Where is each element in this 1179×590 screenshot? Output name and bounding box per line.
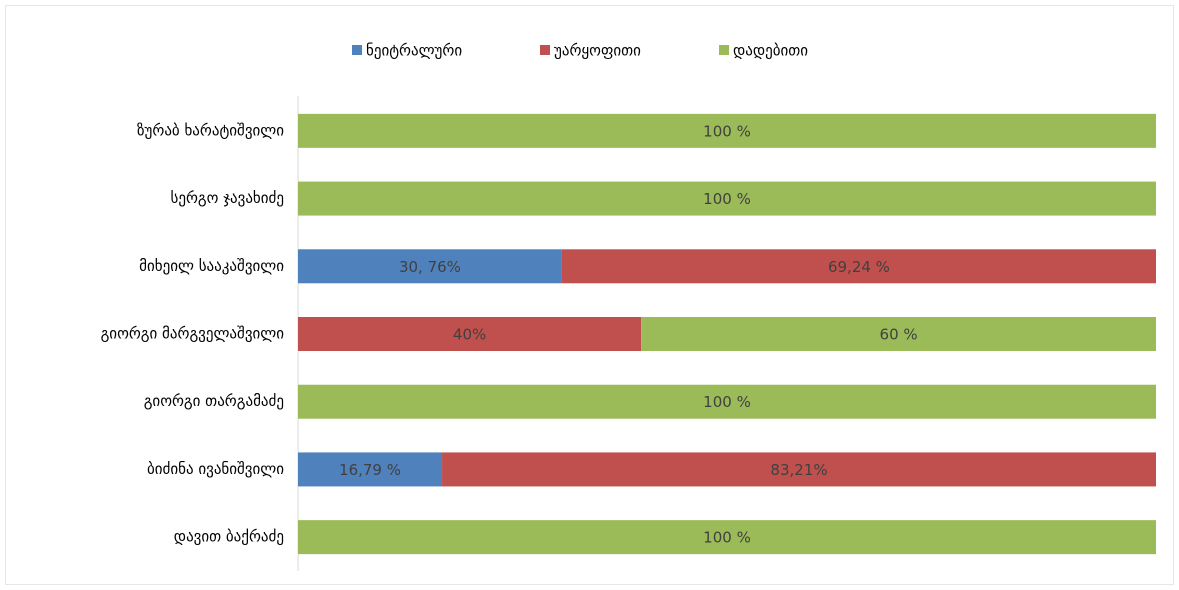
bar-segment	[442, 452, 1156, 487]
legend-swatch	[540, 45, 550, 55]
chart-frame	[5, 5, 1174, 585]
data-label: 100 %	[703, 529, 751, 547]
legend-label: დადებითი	[733, 42, 808, 60]
y-tick-label: გიორგი თარგამაძე	[144, 392, 284, 410]
bar-segment	[298, 384, 1156, 419]
data-label: 69,24 %	[828, 258, 890, 276]
legend-swatch	[719, 45, 729, 55]
y-tick-label: გიორგი მარგველაშვილი	[101, 325, 285, 343]
data-label: 100 %	[703, 190, 751, 208]
y-tick-label: სერგო ჯავახიძე	[171, 189, 284, 207]
bar-segment	[298, 317, 642, 351]
y-tick-label: დავით ბაქრაძე	[174, 528, 284, 546]
bar-segment	[298, 452, 443, 487]
legend-label: ნეიტრალური	[366, 42, 462, 60]
legend-swatch	[352, 45, 362, 55]
bar-segment	[298, 113, 1156, 148]
bar-segment	[641, 317, 1156, 351]
bar-segment	[298, 181, 1156, 216]
data-label: 16,79 %	[339, 461, 401, 479]
data-label: 60 %	[880, 326, 918, 344]
data-label: 30, 76%	[399, 258, 461, 276]
data-label: 100 %	[703, 393, 751, 411]
legend-label: უარყოფითი	[554, 42, 641, 60]
bar-segment	[298, 249, 562, 284]
data-label: 83,21%	[770, 461, 827, 479]
bar-segment	[298, 520, 1156, 555]
y-tick-label: ბიძინა ივანიშვილი	[147, 460, 284, 478]
y-tick-label: ზურაბ ხარატიშვილი	[137, 121, 284, 139]
y-tick-label: მიხეილ სააკაშვილი	[139, 257, 284, 275]
bar-segment	[561, 249, 1156, 284]
data-label: 40%	[453, 326, 486, 344]
data-label: 100 %	[703, 122, 751, 140]
